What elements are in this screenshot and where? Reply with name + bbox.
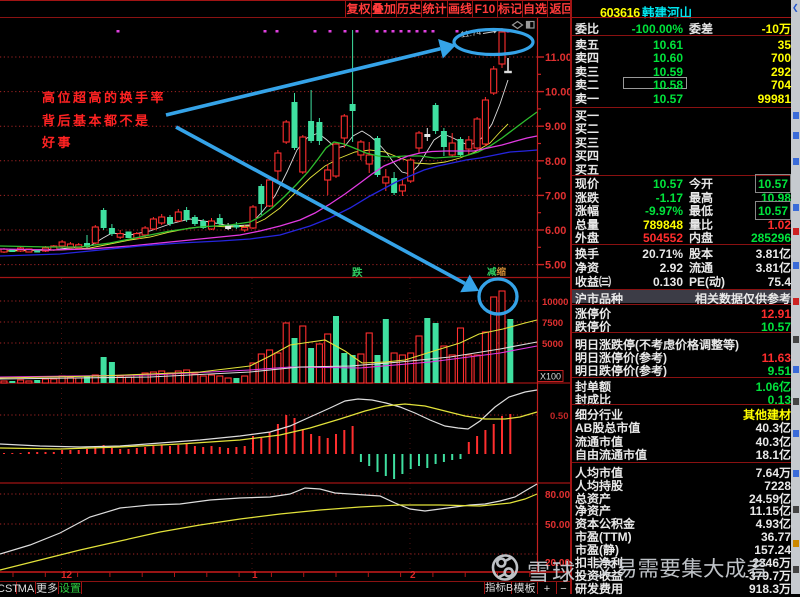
svg-text:9.00: 9.00 (545, 118, 566, 134)
svg-text:缩: 缩 (497, 264, 507, 278)
svg-text:跌: 跌 (352, 265, 363, 280)
svg-text:20.00: 20.00 (545, 554, 570, 569)
svg-text:X100: X100 (540, 370, 561, 383)
svg-text:5000: 5000 (542, 336, 563, 350)
svg-text:5.00: 5.00 (545, 257, 566, 273)
svg-text:8.00: 8.00 (545, 153, 566, 169)
svg-text:6.00: 6.00 (545, 222, 566, 238)
svg-text:10.00: 10.00 (545, 84, 570, 100)
svg-text:1: 1 (252, 566, 258, 581)
svg-text:0.50: 0.50 (550, 408, 569, 422)
svg-text:11.00: 11.00 (545, 49, 570, 65)
svg-text:50.00: 50.00 (545, 516, 570, 531)
svg-text:2: 2 (410, 566, 416, 581)
svg-text:7500: 7500 (542, 315, 563, 329)
svg-text:10000: 10000 (542, 294, 568, 308)
svg-text:12: 12 (61, 566, 73, 581)
svg-text:减: 减 (487, 264, 497, 278)
svg-text:80.00: 80.00 (545, 486, 570, 501)
svg-text:7.00: 7.00 (545, 187, 566, 203)
